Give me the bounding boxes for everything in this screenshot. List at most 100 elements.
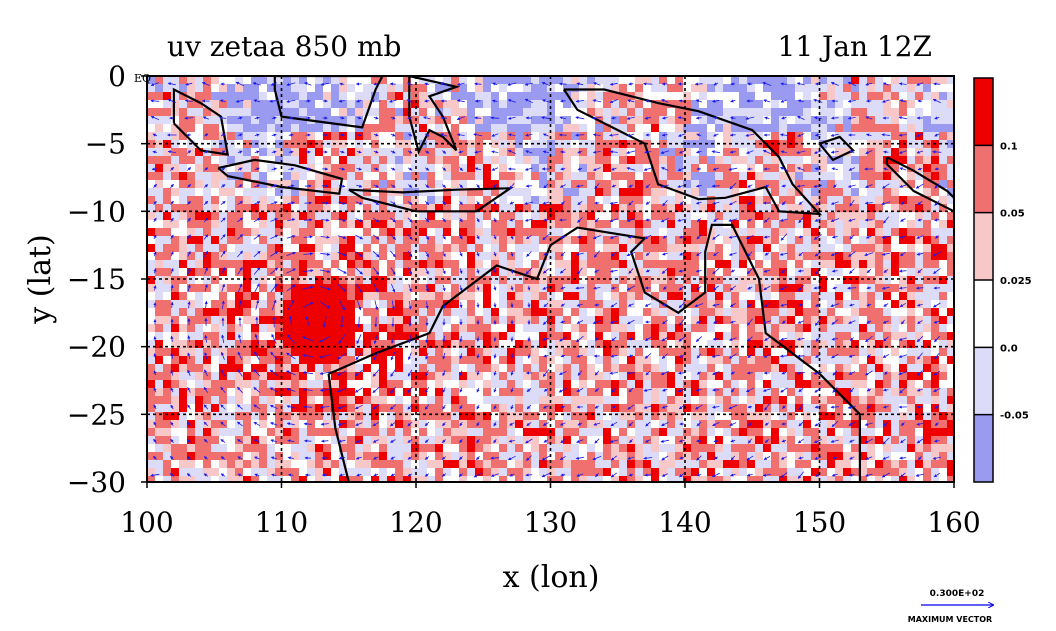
colorbar-swatch (974, 145, 993, 213)
wind-vector (220, 369, 226, 377)
wind-vector (407, 250, 413, 258)
wind-vector (849, 303, 855, 307)
wind-vector (510, 234, 514, 240)
wind-vector (782, 405, 786, 409)
wind-vector (866, 303, 872, 307)
wind-vector (424, 217, 430, 223)
wind-vector (187, 184, 191, 188)
wind-vector (235, 81, 245, 87)
wind-vector (577, 167, 583, 171)
wind-vector (934, 352, 940, 360)
wind-vector (576, 82, 584, 86)
wind-vector (695, 150, 702, 154)
wind-vector (934, 200, 940, 206)
wind-vector (644, 337, 651, 341)
wind-vector (476, 438, 480, 444)
wind-vector (712, 405, 720, 409)
wind-vector (356, 167, 362, 171)
wind-vector (609, 99, 619, 104)
wind-vector (661, 353, 668, 359)
wind-vector (407, 150, 413, 154)
wind-vector (286, 235, 296, 239)
wind-vector (510, 370, 514, 376)
wind-vector (678, 285, 686, 291)
wind-vector (373, 167, 379, 171)
wind-vector (221, 283, 225, 292)
wind-vector (628, 82, 634, 86)
wind-vector (542, 150, 549, 154)
wind-vector (272, 316, 276, 328)
wind-vector (286, 422, 295, 426)
wind-vector (849, 439, 855, 443)
wind-vector (372, 217, 380, 223)
wind-vector (459, 167, 463, 171)
wind-vector (456, 82, 465, 86)
wind-vector (476, 251, 480, 257)
wind-vector (493, 421, 497, 427)
wind-vector (593, 422, 601, 426)
wind-vector (424, 456, 430, 460)
wind-vector (865, 82, 873, 86)
wind-vector (203, 421, 209, 427)
wind-vector (408, 284, 412, 293)
wind-vector (510, 251, 514, 257)
wind-vector (764, 302, 770, 308)
wind-vector (338, 334, 346, 344)
wind-vector (320, 82, 329, 86)
wind-vector (170, 387, 174, 393)
wind-vector (831, 337, 839, 341)
x-tick-label: 140 (658, 506, 711, 539)
wind-vector (628, 200, 634, 206)
wind-vector (747, 286, 753, 290)
wind-vector (847, 184, 856, 188)
wind-vector (796, 354, 805, 358)
wind-vector (237, 133, 243, 137)
wind-vector (830, 252, 839, 256)
wind-vector (219, 99, 226, 103)
wind-vector (493, 370, 497, 376)
wind-vector (287, 201, 295, 205)
wind-vector (746, 371, 753, 375)
wind-vector (355, 283, 363, 293)
wind-vector (440, 82, 448, 86)
wind-vector (442, 421, 446, 427)
wind-vector (560, 320, 566, 324)
wind-vector (339, 116, 345, 120)
wind-vector (747, 438, 753, 444)
wind-vector (610, 354, 618, 358)
wind-vector (424, 234, 430, 240)
wind-vector (507, 116, 516, 120)
wind-vector (373, 184, 379, 188)
wind-vector (678, 318, 686, 327)
wind-vector (542, 201, 550, 205)
wind-vector (644, 473, 652, 477)
wind-vector (474, 150, 482, 154)
wind-vector (830, 218, 840, 223)
wind-vector (798, 251, 804, 257)
wind-vector (592, 150, 601, 154)
wind-vector (678, 99, 685, 103)
wind-vector (593, 82, 601, 86)
wind-vector (746, 267, 753, 275)
wind-vector (389, 421, 396, 427)
y-axis-ticks: 0 −5 −10 −15 −20 −25 −30 (67, 60, 147, 499)
wind-vector (153, 183, 157, 188)
wind-vector (933, 218, 940, 222)
wind-vector (153, 200, 157, 206)
wind-vector (849, 387, 855, 393)
wind-vector (543, 405, 549, 409)
wind-vector (916, 286, 924, 290)
wind-vector (712, 371, 720, 375)
wind-vector (510, 404, 514, 410)
wind-vector (849, 150, 855, 154)
vector-key-caption: MAXIMUM VECTOR (908, 615, 992, 624)
wind-vector (543, 183, 549, 189)
wind-vector (609, 150, 618, 154)
wind-vector (424, 133, 430, 137)
wind-vector (780, 167, 788, 171)
wind-vector (525, 473, 533, 477)
wind-vector (797, 99, 804, 103)
wind-vector (543, 302, 549, 308)
wind-vector (152, 150, 158, 154)
